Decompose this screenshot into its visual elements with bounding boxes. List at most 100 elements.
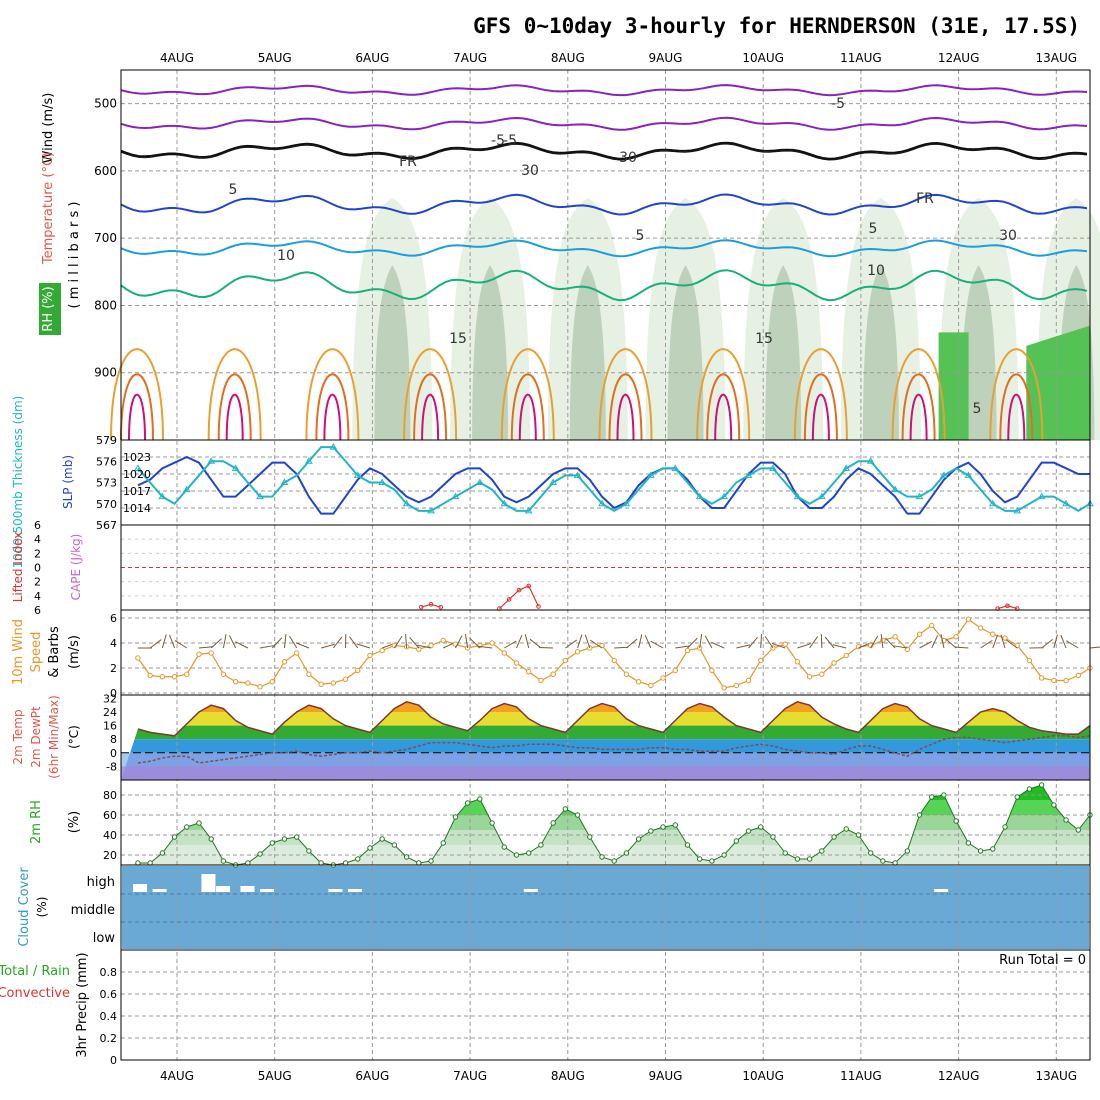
li-tick-label: 4 — [34, 533, 41, 546]
thickness-point — [573, 471, 582, 478]
cloud-high-bar — [133, 884, 148, 892]
li-tick-label: 2 — [34, 547, 41, 560]
warm-contour — [989, 348, 1044, 441]
wind-ylabel: 10m Wind — [11, 619, 26, 685]
thickness-point — [256, 492, 264, 500]
thickness-tick-label: 576 — [96, 455, 117, 468]
wind-barb — [210, 638, 222, 649]
rh-point — [929, 794, 935, 800]
wind-speed-point — [1038, 675, 1045, 681]
wind-barb — [699, 634, 703, 649]
cloud-high-bar — [328, 889, 343, 892]
wind-speed-point — [281, 659, 288, 665]
thickness-point — [207, 457, 216, 464]
temperature-label: Temperature (°C) — [41, 152, 56, 265]
panel-frame-wind — [120, 609, 1091, 696]
lifted-index-point — [1005, 603, 1010, 609]
wind-barb — [870, 635, 879, 649]
rh-point — [733, 838, 740, 844]
rh-point — [672, 822, 678, 828]
rh-point — [428, 858, 434, 864]
rh-point — [794, 856, 801, 862]
wind-speed-point — [623, 671, 630, 677]
rh-point — [355, 856, 361, 862]
lifted-index-point — [526, 583, 532, 589]
wind-speed-point — [257, 684, 263, 690]
slp-ylabel: SLP (mb) — [61, 455, 75, 509]
rh-point — [293, 834, 300, 840]
temp-contour-minus5 — [120, 84, 1088, 97]
cloud-high-bar — [201, 874, 216, 892]
contour-label: 5 — [636, 228, 645, 244]
wind-barb — [235, 641, 249, 649]
wind-label: Wind (m/s) — [41, 93, 56, 164]
cloud-high-bar — [240, 886, 255, 892]
wind-barb — [516, 634, 523, 649]
wind-speed-point — [171, 674, 178, 680]
wind-barb — [764, 636, 774, 649]
wind-barb — [893, 645, 908, 649]
date-label-bottom: 13AUG — [1036, 1069, 1078, 1083]
wind-barb — [529, 638, 542, 649]
wind-speed-point — [269, 679, 275, 685]
wind-speed-point — [232, 679, 239, 685]
wind-speed-point — [196, 651, 202, 657]
wind-speed-line — [137, 618, 1091, 689]
thickness-point — [1062, 499, 1070, 507]
rh-point — [269, 840, 275, 846]
date-label-bottom: 6AUG — [355, 1069, 389, 1083]
rh-point — [550, 820, 556, 826]
thickness-point — [817, 492, 826, 500]
thickness-point — [231, 464, 240, 471]
rh-shading — [374, 265, 411, 440]
wind-tick-label: 0 — [110, 687, 117, 700]
wind-speed-point — [916, 631, 923, 637]
rh-point — [635, 836, 642, 842]
date-label-top: 12AUG — [938, 51, 980, 65]
wind-barb — [771, 642, 786, 649]
axis-labels: 4AUG 4AUG 5AUG 5AUG 6AUG 6AUG 7AUG 7AUG 8AUG 8AUG… — [0, 51, 1086, 1083]
thickness-point — [891, 485, 899, 493]
cloud-high-bar — [934, 889, 949, 892]
pressure-tick-label: 800 — [94, 298, 117, 312]
temp-ylabel: 2m Temp — [11, 709, 25, 764]
rh-band — [121, 860, 1090, 865]
warm-contour — [909, 393, 928, 441]
wind-speed-point — [843, 652, 849, 659]
precip-tick-label: 0.6 — [100, 988, 118, 1001]
wind-barb — [748, 636, 758, 649]
wind-speed-point — [1051, 677, 1057, 684]
wind-barb — [824, 636, 835, 649]
rh-band — [121, 830, 1090, 845]
wind-barb — [289, 635, 298, 649]
thickness-point — [280, 478, 289, 485]
wind-speed-point — [648, 682, 654, 689]
contour-label: -5 — [503, 133, 517, 149]
thickness-point — [744, 471, 753, 478]
contour-label: FR — [399, 154, 417, 170]
wind-barb — [198, 646, 213, 649]
wind-speed-point — [1063, 677, 1069, 684]
wind-barb — [736, 644, 751, 649]
warm-contour — [714, 393, 733, 441]
pressure-tick-label: 900 — [94, 366, 117, 380]
warm-contour — [999, 373, 1034, 441]
cloud-ylabel-unit: (%) — [35, 897, 49, 918]
lifted-index-point — [438, 604, 444, 610]
wind-speed-point — [831, 660, 837, 666]
wind-speed-point — [526, 669, 532, 675]
date-label-bottom: 9AUG — [649, 1069, 683, 1083]
date-label-top: 8AUG — [551, 51, 585, 65]
wind-barb — [169, 634, 176, 649]
warm-contour — [225, 393, 244, 441]
thickness-ylabel: 1000-500mb Thickness (dm) — [11, 396, 25, 569]
wind-barb — [919, 640, 933, 649]
temp-contour-5 — [120, 193, 1088, 216]
wind-barb — [760, 633, 762, 649]
thickness-point — [793, 492, 802, 500]
thickness-point — [915, 492, 924, 500]
rh-point — [660, 824, 666, 830]
li-tick-label: 6 — [34, 604, 41, 617]
wind-barb — [687, 637, 698, 649]
wind-barb — [271, 637, 283, 649]
